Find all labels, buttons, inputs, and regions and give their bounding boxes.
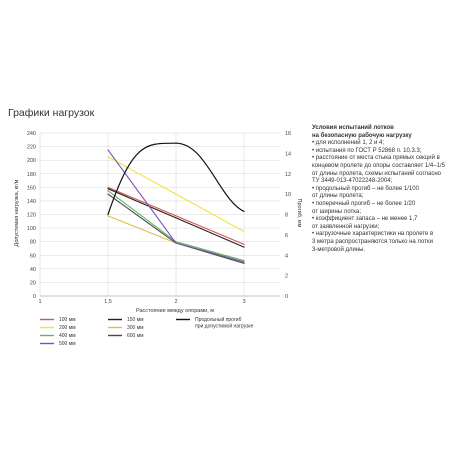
y2-tick-label: 0 bbox=[285, 294, 288, 300]
conditions-line: ТУ 3449-013-47022248-2004; bbox=[312, 178, 393, 185]
y2-tick-label: 6 bbox=[285, 233, 288, 239]
y-tick-label: 80 bbox=[30, 240, 36, 246]
series-point-0 bbox=[175, 215, 177, 217]
conditions-title: Условия испытаний лотков на безопасную ра… bbox=[312, 125, 457, 140]
chart-series bbox=[107, 142, 245, 264]
series-point-1 bbox=[175, 217, 177, 219]
page-heading: Графики нагрузок bbox=[8, 107, 95, 119]
conditions-list: • для исполнений 1, 2 и 4; • испытания по… bbox=[312, 140, 457, 254]
legend-label: при допустимой нагрузке bbox=[195, 323, 254, 330]
legend-label: 100 мм bbox=[59, 317, 76, 323]
series-point-2 bbox=[107, 156, 109, 158]
series-point-1 bbox=[243, 246, 245, 248]
y-tick-label: 0 bbox=[33, 294, 36, 300]
legend-label: 400 мм bbox=[59, 333, 76, 339]
y2-tick-label: 10 bbox=[285, 192, 291, 198]
conditions-line: • продольный прогиб – не более 1/100 bbox=[312, 185, 419, 192]
conditions-line: 3 метра распространяются только на лотки bbox=[312, 238, 433, 245]
y2-axis-label: Прогиб, мм bbox=[296, 199, 302, 228]
conditions-line: • испытания по ГОСТ Р 52868 п. 10.3.3; bbox=[312, 147, 422, 154]
y-tick-label: 180 bbox=[27, 172, 36, 178]
series-point-1 bbox=[107, 188, 109, 190]
y-tick-label: 200 bbox=[27, 158, 36, 164]
y-tick-label: 20 bbox=[30, 280, 36, 286]
y-tick-label: 220 bbox=[27, 145, 36, 151]
series-point-0 bbox=[107, 186, 109, 188]
conditions-line: • коэффициент запаса – не менее 1,7 bbox=[312, 216, 418, 223]
legend-label: Продольный прогиб bbox=[195, 316, 242, 323]
series-point-4 bbox=[243, 260, 245, 262]
series-point-2 bbox=[175, 193, 177, 195]
conditions-title-line: Условия испытаний лотков bbox=[312, 125, 394, 131]
y-tick-label: 100 bbox=[27, 226, 36, 232]
series-point-3 bbox=[107, 215, 109, 217]
conditions-title-line: на безопасную рабочую нагрузку bbox=[312, 132, 412, 139]
conditions-line: 3-метровой длины. bbox=[312, 246, 366, 253]
y-tick-label: 140 bbox=[27, 199, 36, 205]
y2-tick-label: 4 bbox=[285, 253, 288, 259]
conditions-line: от длины пролета; bbox=[312, 193, 364, 200]
series-point-6 bbox=[107, 149, 109, 151]
y-tick-label: 40 bbox=[30, 267, 36, 273]
test-conditions: Условия испытаний лотков на безопасную ра… bbox=[312, 125, 457, 254]
y2-tick-label: 2 bbox=[285, 274, 288, 280]
legend-label: 300 мм bbox=[127, 325, 144, 331]
chart-grid bbox=[39, 132, 280, 297]
conditions-line: от ширины лотка; bbox=[312, 208, 362, 215]
x-tick-label: 2 bbox=[174, 299, 177, 305]
y2-tick-label: 14 bbox=[285, 151, 291, 157]
conditions-line: от заявленной нагрузки; bbox=[312, 223, 380, 230]
conditions-line: • для исполнений 1, 2 и 4; bbox=[312, 140, 385, 147]
series-point-7 bbox=[243, 210, 245, 213]
series-point-5 bbox=[107, 193, 109, 195]
x-tick-label: 1,5 bbox=[104, 299, 112, 305]
series-point-6 bbox=[175, 242, 177, 244]
series-point-6 bbox=[243, 261, 245, 263]
legend-label: 600 мм bbox=[127, 333, 144, 339]
conditions-line: концевом пролете до опоры составляет 1/4… bbox=[312, 162, 445, 169]
y-tick-label: 160 bbox=[27, 185, 36, 191]
y2-tick-label: 8 bbox=[285, 213, 288, 219]
conditions-line: • нагрузочные характеристики на пролете … bbox=[312, 231, 434, 238]
legend-label: 150 мм bbox=[127, 317, 144, 323]
y-tick-label: 60 bbox=[30, 253, 36, 259]
series-point-2 bbox=[243, 230, 245, 233]
chart-axes: 0 20 40 60 80 100 120 140 160 180 200 220 240 0 2 4 6 8 10… bbox=[27, 131, 291, 305]
series-point-7 bbox=[107, 213, 109, 216]
chart-legend: 100 мм 150 мм 200 мм 300 мм 400 мм 600 мм 500 … bbox=[40, 316, 254, 347]
conditions-line: • поперечный прогиб – не более 1/20 bbox=[312, 200, 416, 207]
x-tick-label: 1 bbox=[38, 299, 41, 305]
x-axis-label: Расстояние между опорами, м bbox=[136, 308, 214, 314]
conditions-line: от длины пролета, схемы испытаний соглас… bbox=[312, 170, 441, 177]
legend-label: 500 мм bbox=[59, 341, 76, 347]
series-point-4 bbox=[107, 190, 109, 192]
series-point-5 bbox=[243, 262, 245, 264]
y-axis-label: Допустимая нагрузка, кг/м bbox=[14, 179, 20, 246]
series-point-7 bbox=[175, 142, 177, 144]
y-tick-label: 240 bbox=[27, 131, 36, 137]
y2-tick-label: 16 bbox=[285, 131, 291, 137]
conditions-line: • расстояние от места стыка прямых секци… bbox=[312, 155, 440, 162]
y2-tick-label: 12 bbox=[285, 172, 291, 178]
legend-label: 200 мм bbox=[59, 325, 76, 331]
x-tick-label: 3 bbox=[242, 299, 245, 305]
series-point-0 bbox=[243, 243, 245, 245]
y-tick-label: 120 bbox=[27, 213, 36, 219]
